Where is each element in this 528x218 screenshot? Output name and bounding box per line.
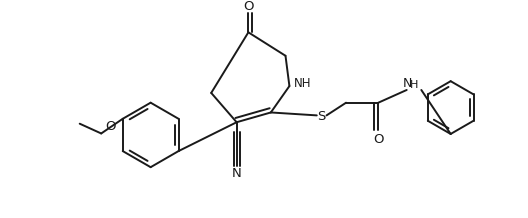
Text: O: O [243,0,253,14]
Text: NH: NH [294,77,312,90]
Text: N: N [232,167,241,180]
Text: O: O [373,133,383,146]
Text: N: N [403,77,412,90]
Text: S: S [317,110,326,123]
Text: O: O [105,120,115,133]
Text: H: H [410,80,419,90]
